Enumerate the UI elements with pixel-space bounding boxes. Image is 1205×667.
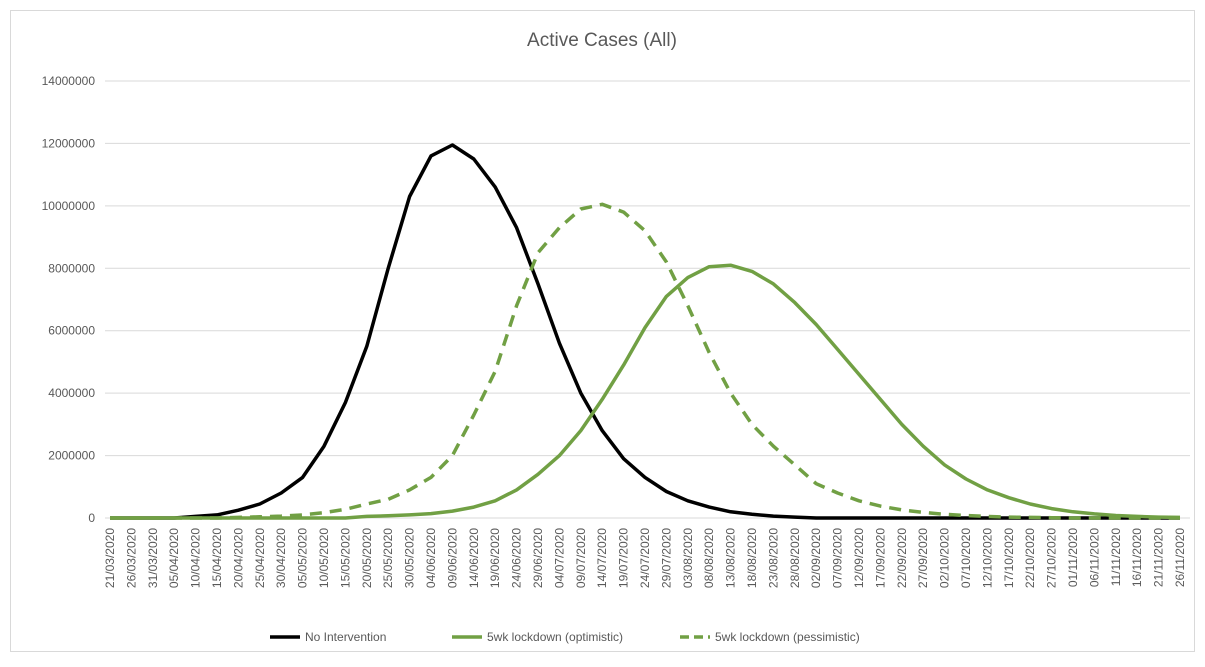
y-tick-label: 8000000 — [48, 261, 95, 275]
x-tick-label: 18/08/2020 — [745, 528, 759, 588]
x-tick-label: 26/03/2020 — [124, 528, 138, 588]
x-tick-label: 07/09/2020 — [831, 528, 845, 588]
y-tick-label: 0 — [88, 511, 95, 525]
x-tick-label: 14/07/2020 — [595, 528, 609, 588]
x-tick-label: 05/05/2020 — [296, 528, 310, 588]
y-tick-label: 14000000 — [42, 74, 96, 88]
x-tick-label: 17/09/2020 — [873, 528, 887, 588]
x-tick-label: 22/10/2020 — [1023, 528, 1037, 588]
x-tick-label: 20/05/2020 — [360, 528, 374, 588]
chart-title: Active Cases (All) — [527, 30, 677, 51]
x-tick-label: 19/06/2020 — [488, 528, 502, 588]
x-tick-label: 07/10/2020 — [959, 528, 973, 588]
x-tick-label: 26/11/2020 — [1173, 528, 1187, 587]
x-tick-label: 21/11/2020 — [1152, 528, 1166, 587]
x-tick-label: 28/08/2020 — [788, 528, 802, 588]
x-tick-label: 02/09/2020 — [809, 528, 823, 588]
x-tick-label: 12/09/2020 — [852, 528, 866, 588]
x-tick-label: 01/11/2020 — [1066, 528, 1080, 587]
x-tick-label: 22/09/2020 — [895, 528, 909, 588]
x-tick-label: 14/06/2020 — [467, 528, 481, 588]
y-tick-label: 2000000 — [48, 449, 95, 463]
x-tick-label: 24/06/2020 — [510, 528, 524, 588]
x-tick-label: 03/08/2020 — [681, 528, 695, 588]
x-tick-label: 04/07/2020 — [552, 528, 566, 588]
x-tick-label: 04/06/2020 — [424, 528, 438, 588]
x-tick-label: 11/11/2020 — [1109, 528, 1123, 587]
x-tick-label: 05/04/2020 — [167, 528, 181, 588]
x-tick-label: 20/04/2020 — [231, 528, 245, 588]
legend-label: No Intervention — [305, 630, 386, 644]
legend-label: 5wk lockdown (pessimistic) — [715, 630, 860, 644]
y-tick-label: 6000000 — [48, 324, 95, 338]
x-tick-label: 31/03/2020 — [146, 528, 160, 588]
x-tick-label: 15/04/2020 — [210, 528, 224, 588]
x-tick-label: 29/06/2020 — [531, 528, 545, 588]
x-tick-label: 17/10/2020 — [1002, 528, 1016, 588]
x-tick-label: 15/05/2020 — [338, 528, 352, 588]
y-tick-label: 10000000 — [42, 199, 96, 213]
x-tick-label: 21/03/2020 — [103, 528, 117, 588]
series-line — [110, 263, 1181, 520]
x-tick-label: 19/07/2020 — [617, 528, 631, 588]
x-tick-label: 27/09/2020 — [916, 528, 930, 588]
x-tick-label: 02/10/2020 — [938, 528, 952, 588]
x-tick-label: 12/10/2020 — [980, 528, 994, 588]
x-tick-label: 09/07/2020 — [574, 528, 588, 588]
x-tick-label: 08/08/2020 — [702, 528, 716, 588]
x-tick-label: 09/06/2020 — [445, 528, 459, 588]
x-tick-label: 30/05/2020 — [403, 528, 417, 588]
x-tick-label: 10/04/2020 — [189, 528, 203, 588]
y-tick-label: 4000000 — [48, 386, 95, 400]
x-tick-label: 24/07/2020 — [638, 528, 652, 588]
x-tick-label: 13/08/2020 — [724, 528, 738, 588]
x-tick-label: 29/07/2020 — [659, 528, 673, 588]
x-tick-label: 16/11/2020 — [1130, 528, 1144, 587]
x-tick-label: 23/08/2020 — [766, 528, 780, 588]
series-line — [110, 143, 1180, 520]
x-tick-label: 27/10/2020 — [1045, 528, 1059, 588]
x-tick-label: 10/05/2020 — [317, 528, 331, 588]
legend-label: 5wk lockdown (optimistic) — [487, 630, 623, 644]
x-tick-label: 06/11/2020 — [1087, 528, 1101, 587]
x-tick-label: 25/05/2020 — [381, 528, 395, 588]
x-tick-label: 30/04/2020 — [274, 528, 288, 588]
x-tick-label: 25/04/2020 — [253, 528, 267, 588]
y-tick-label: 12000000 — [42, 136, 96, 150]
